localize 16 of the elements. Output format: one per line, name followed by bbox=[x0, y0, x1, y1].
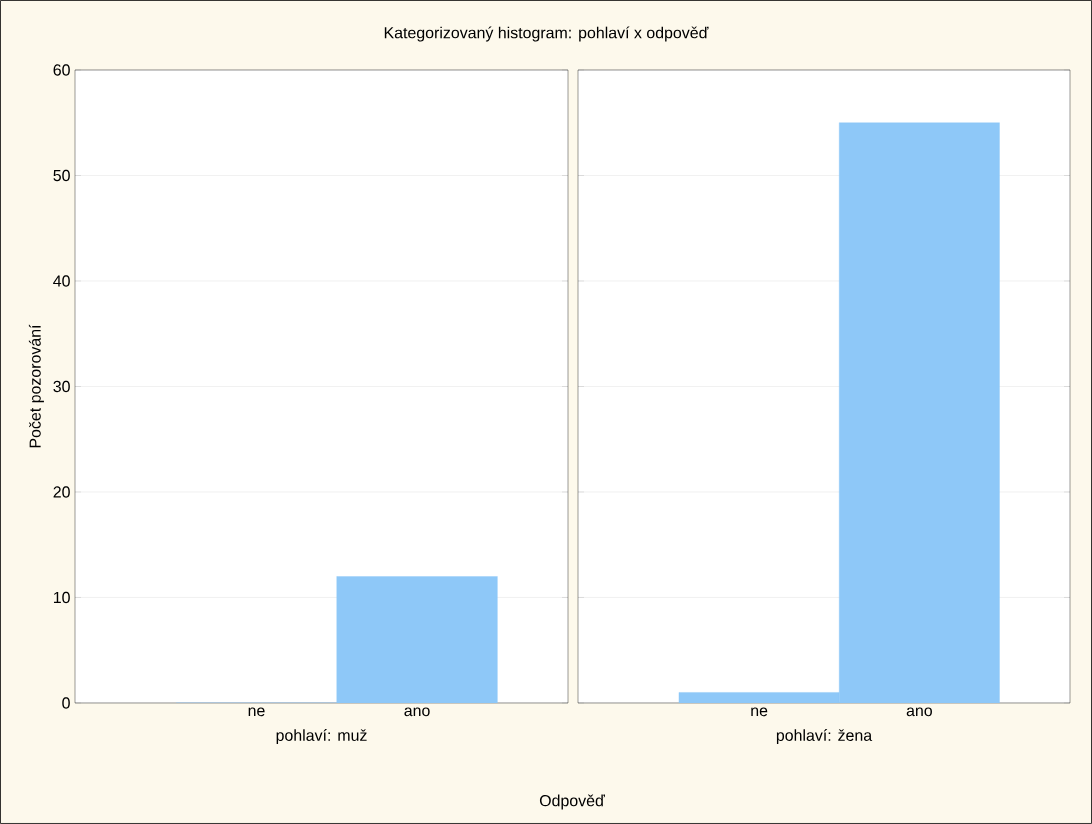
x-tick-label: ano bbox=[906, 707, 932, 717]
x-axis-title: pohlaví: žena bbox=[776, 729, 873, 745]
text: Odpověď bbox=[539, 794, 605, 810]
x-tick-label: ne bbox=[751, 707, 768, 717]
y-tick-label: 50 bbox=[53, 169, 70, 182]
y-tick-label: 10 bbox=[53, 591, 70, 604]
y-tick-label: 40 bbox=[53, 275, 70, 287]
y-tick-label: 60 bbox=[53, 64, 70, 76]
x-axis-title: pohlaví: muž bbox=[276, 729, 367, 745]
x-tick-label: ano bbox=[404, 707, 430, 717]
y-axis-title: Počet pozorování bbox=[28, 324, 44, 448]
y-tick-label: 30 bbox=[53, 380, 70, 393]
y-tick-label: 0 bbox=[62, 697, 70, 709]
chart-title: Kategorizovaný histogram: pohlaví x odpověď bbox=[384, 26, 709, 42]
x-tick-label: ne bbox=[248, 707, 265, 717]
y-tick-label: 20 bbox=[53, 486, 70, 498]
